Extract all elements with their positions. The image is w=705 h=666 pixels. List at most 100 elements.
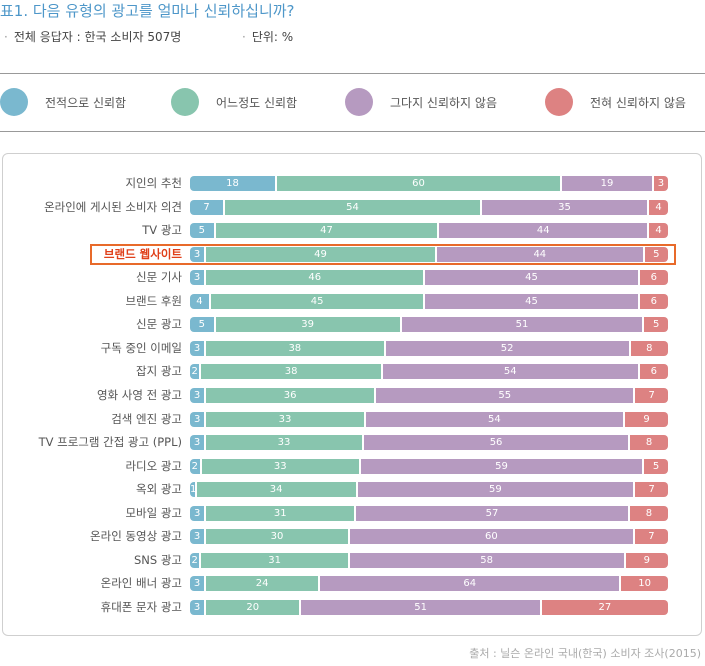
- bar-row: 3 24 64 10: [190, 576, 668, 591]
- source-note: 출처 : 닐슨 온라인 국내(한국) 소비자 조사(2015): [469, 647, 701, 660]
- bar-segment: 45: [210, 294, 424, 309]
- bar-segment: 3: [190, 506, 205, 521]
- legend-item: 어느정도 신뢰함: [171, 88, 297, 116]
- chart-title: 표1. 다음 유형의 광고를 얼마나 신뢰하십니까?: [0, 2, 295, 20]
- bar-segment: 3: [190, 576, 205, 591]
- category-label: 검색 엔진 광고: [111, 412, 182, 426]
- bar-segment: 3: [190, 247, 205, 262]
- bar-segment: 7: [634, 529, 668, 544]
- bar-segment: 7: [190, 200, 224, 215]
- bar-segment: 59: [360, 459, 643, 474]
- category-label: 지인의 추천: [125, 176, 182, 190]
- bar-segment: 60: [349, 529, 633, 544]
- bar-segment: 54: [225, 200, 480, 215]
- bar-segment: 5: [644, 317, 668, 332]
- legend-label: 전혀 신뢰하지 않음: [590, 95, 686, 110]
- legend-item: 전적으로 신뢰함: [0, 88, 126, 116]
- category-label: 구독 중인 이메일: [100, 341, 182, 355]
- bar-row: 2 38 54 6: [190, 364, 668, 379]
- bar-segment: 52: [385, 341, 629, 356]
- bar-row: 3 30 60 7: [190, 529, 668, 544]
- category-label: 온라인에 게시된 소비자 의견: [44, 200, 182, 214]
- category-label: TV 광고: [142, 223, 182, 237]
- bar-segment: 5: [190, 223, 214, 238]
- bar-segment: 33: [206, 435, 362, 450]
- bar-segment: 51: [301, 600, 540, 615]
- bar-segment: 36: [206, 388, 375, 403]
- bar-segment: 57: [356, 506, 628, 521]
- bar-row: 7 54 35 4: [190, 200, 668, 215]
- bar-segment: 58: [349, 553, 624, 568]
- bar-segment: 47: [215, 223, 438, 238]
- bar-segment: 54: [382, 364, 638, 379]
- legend-swatch: [0, 88, 28, 116]
- bar-row: 1 34 59 7: [190, 482, 668, 497]
- legend-swatch: [345, 88, 373, 116]
- category-label: 라디오 광고: [125, 459, 182, 473]
- respondents-info: · 전체 응답자 : 한국 소비자 507명: [4, 28, 181, 45]
- bar-row: 3 20 51 27: [190, 600, 668, 615]
- legend-label: 어느정도 신뢰함: [216, 95, 298, 110]
- category-label: 신문 광고: [136, 317, 182, 331]
- bar-segment: 31: [201, 553, 348, 568]
- bar-segment: 56: [363, 435, 629, 450]
- bar-segment: 45: [425, 294, 638, 309]
- category-label: 온라인 동영상 광고: [90, 529, 182, 543]
- bar-row: 3 46 45 6: [190, 270, 668, 285]
- bar-row: 18 60 19 3: [190, 176, 668, 191]
- bar-segment: 31: [206, 506, 355, 521]
- bar-row: 2 31 58 9: [190, 553, 668, 568]
- bar-row: 5 39 51 5: [190, 317, 668, 332]
- bar-segment: 49: [206, 247, 435, 262]
- bar-segment: 46: [206, 270, 424, 285]
- category-label: 잡지 광고: [136, 364, 182, 378]
- category-label: 신문 기사: [136, 270, 182, 284]
- bar-segment: 51: [401, 317, 643, 332]
- bar-segment: 9: [625, 553, 668, 568]
- bar-segment: 59: [357, 482, 634, 497]
- bar-segment: 8: [630, 341, 668, 356]
- bar-segment: 9: [625, 412, 668, 427]
- bar-segment: 10: [621, 576, 668, 591]
- category-label: 영화 사영 전 광고: [96, 388, 182, 402]
- bar-segment: 7: [635, 482, 668, 497]
- bar-segment: 3: [190, 270, 205, 285]
- category-label: TV 프로그램 간접 광고 (PPL): [38, 435, 182, 449]
- bar-row: 3 49 44 5: [190, 247, 668, 262]
- bar-segment: 3: [190, 341, 205, 356]
- bar-segment: 3: [190, 435, 205, 450]
- bar-segment: 2: [190, 364, 200, 379]
- bar-segment: 38: [201, 364, 381, 379]
- respondents-text: 전체 응답자 : 한국 소비자 507명: [13, 30, 182, 44]
- bar-segment: 44: [437, 247, 643, 262]
- bar-segment: 30: [206, 529, 348, 544]
- bar-segment: 4: [190, 294, 209, 309]
- bar-segment: 5: [190, 317, 214, 332]
- bar-segment: 19: [562, 176, 652, 191]
- bar-row: 5 47 44 4: [190, 223, 668, 238]
- bar-segment: 3: [190, 388, 205, 403]
- bar-segment: 8: [629, 506, 668, 521]
- divider-bottom: [0, 131, 705, 132]
- bar-segment: 34: [196, 482, 356, 497]
- bar-segment: 3: [190, 529, 205, 544]
- category-label: 휴대폰 문자 광고: [100, 600, 182, 614]
- legend-item: 전혀 신뢰하지 않음: [545, 88, 686, 116]
- category-label: 모바일 광고: [125, 506, 182, 520]
- bar-segment: 7: [635, 388, 668, 403]
- bullet-icon: ·: [4, 30, 8, 44]
- unit-text: 단위: %: [251, 30, 294, 44]
- category-label: 브랜드 웹사이트: [103, 247, 182, 261]
- bar-segment: 3: [653, 176, 668, 191]
- bar-row: 3 33 54 9: [190, 412, 668, 427]
- bar-segment: 44: [439, 223, 648, 238]
- category-label: 온라인 배너 광고: [100, 576, 182, 590]
- bar-row: 2 33 59 5: [190, 459, 668, 474]
- bar-segment: 2: [190, 553, 200, 568]
- bar-row: 3 33 56 8: [190, 435, 668, 450]
- bar-segment: 54: [365, 412, 624, 427]
- bar-segment: 8: [630, 435, 668, 450]
- bar-segment: 1: [190, 482, 195, 497]
- bar-segment: 33: [206, 412, 364, 427]
- category-label: SNS 광고: [133, 553, 182, 567]
